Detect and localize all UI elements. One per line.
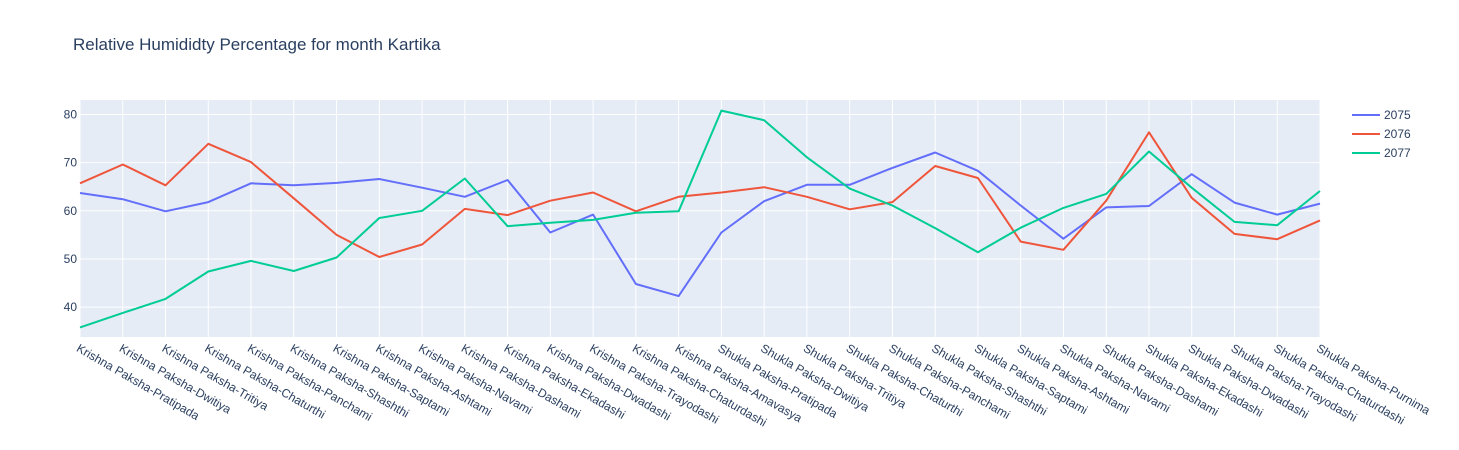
series-lines: [79, 109, 1321, 329]
series-line-2076: [79, 131, 1321, 258]
chart-title: Relative Humididty Percentage for month …: [73, 35, 441, 54]
y-axis-ticks: 40 50 60 70 80: [64, 107, 78, 314]
legend[interactable]: 2075 2076 2077: [1352, 108, 1411, 160]
legend-label: 2076: [1384, 127, 1411, 141]
legend-item-2077[interactable]: 2077: [1352, 146, 1411, 160]
legend-item-2075[interactable]: 2075: [1352, 108, 1411, 122]
series-line-2077: [79, 109, 1321, 329]
legend-label: 2077: [1384, 146, 1411, 160]
legend-item-2076[interactable]: 2076: [1352, 127, 1411, 141]
plot-area: [80, 100, 1320, 337]
legend-label: 2075: [1384, 108, 1411, 122]
y-tick-label: 70: [64, 156, 78, 170]
y-tick-label: 60: [64, 204, 78, 218]
y-tick-label: 80: [64, 107, 78, 121]
series-line-2075: [79, 151, 1321, 298]
y-tick-label: 50: [64, 252, 78, 266]
y-tick-label: 40: [64, 300, 78, 314]
